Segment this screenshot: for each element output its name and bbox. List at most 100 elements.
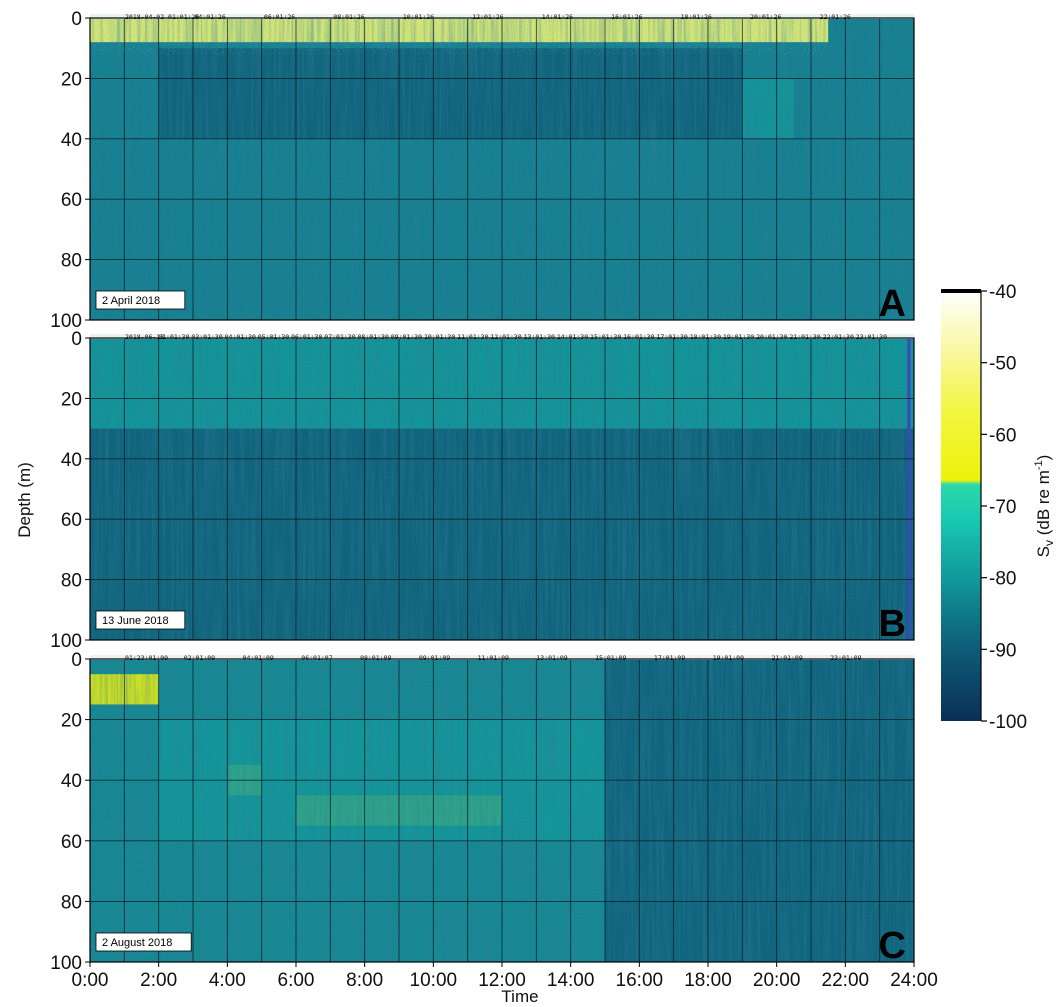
panel-frame <box>89 337 915 641</box>
x-tick-label: 12:00 <box>478 970 526 991</box>
sample-timestamp: 14:01:30 <box>557 333 588 341</box>
x-tick-label: 6:00 <box>278 970 315 991</box>
y-tick-label: 100 <box>50 631 82 652</box>
sample-timestamp: 04:01:30 <box>225 333 256 341</box>
y-tick-label: 80 <box>61 251 82 272</box>
y-tick-label: 20 <box>61 389 82 410</box>
y-tick-label: 40 <box>61 771 82 792</box>
date-label-box <box>95 290 186 310</box>
colorbar-tick-label: -80 <box>989 569 1016 590</box>
sample-timestamp: 15:01:30 <box>590 333 621 341</box>
y-tick-label: 0 <box>71 329 82 350</box>
sample-timestamp: 23:01:30 <box>856 333 887 341</box>
y-tick-label: 40 <box>61 130 82 151</box>
sample-timestamp: 03:01:30 <box>191 333 222 341</box>
sample-timestamp: 08:01:30 <box>358 333 389 341</box>
colorbar-tick-label: -70 <box>989 497 1016 518</box>
colorbar-tick-label: -100 <box>989 712 1027 733</box>
sample-timestamp: 16:01:26 <box>611 13 642 21</box>
panel-B-echogram <box>90 338 914 640</box>
sample-timestamp: 06:01:07 <box>301 654 332 662</box>
date-label-box <box>95 932 192 952</box>
panel-C-echogram <box>90 659 914 962</box>
sample-timestamp: 16:01:30 <box>623 333 654 341</box>
sv-colorbar: Sv (dB re m-1) -40 -50 -60 -70 -80 -90 -100 <box>941 282 1056 733</box>
colorbar-label: Sv (dB re m-1) <box>1033 455 1056 558</box>
panel-letter: A <box>879 283 906 325</box>
colorbar-tick-label: -60 <box>989 425 1016 446</box>
y-axis-label: Depth (m) <box>15 462 34 538</box>
sample-timestamp: 14:01:26 <box>542 13 573 21</box>
sample-timestamp: 01:01:30 <box>158 333 189 341</box>
colorbar-tick-label: -40 <box>989 282 1016 303</box>
sample-timestamp: 05:01:30 <box>258 333 289 341</box>
sample-timestamp: 15:01:09 <box>595 654 626 662</box>
sample-timestamp: 02:01:09 <box>184 654 215 662</box>
x-tick-label: 14:00 <box>547 970 595 991</box>
sample-timestamp: 22:01:26 <box>820 13 851 21</box>
date-label: 2 August 2018 <box>102 937 172 949</box>
sample-timestamp: 10:01:26 <box>403 13 434 21</box>
sample-timestamp: 12:01:26 <box>472 13 503 21</box>
y-tick-label: 40 <box>61 450 82 471</box>
sample-timestamp: 21:01:09 <box>771 654 802 662</box>
colorbar-gradient <box>941 291 981 721</box>
panel-A-echogram <box>90 18 914 320</box>
sample-timestamp: 12:01:30 <box>490 333 521 341</box>
panel-letter: B <box>879 603 906 645</box>
timestamp-strip <box>90 655 914 660</box>
y-tick-label: 20 <box>61 69 82 90</box>
y-tick-label: 80 <box>61 892 82 913</box>
y-tick-label: 60 <box>61 190 82 211</box>
y-tick-label: 100 <box>50 311 82 332</box>
y-tick-label: 0 <box>71 9 82 30</box>
sample-timestamp: 19:01:30 <box>723 333 754 341</box>
x-tick-label: 20:00 <box>753 970 801 991</box>
sample-timestamp: 20:01:26 <box>750 13 781 21</box>
sample-timestamp: 13:01:30 <box>524 333 555 341</box>
sample-timestamp: 07:01:30 <box>324 333 355 341</box>
x-tick-label: 18:00 <box>684 970 732 991</box>
sample-timestamp: 22:01:30 <box>823 333 854 341</box>
sample-timestamp: 18:01:30 <box>690 333 721 341</box>
date-label: 2 April 2018 <box>102 295 160 307</box>
sample-timestamp: 2018-06-13 <box>125 333 164 341</box>
sample-timestamp: 06:01:30 <box>291 333 322 341</box>
y-tick-label: 60 <box>61 510 82 531</box>
x-axis-label: Time <box>501 987 538 1006</box>
sample-timestamp: 23:01:09 <box>830 654 861 662</box>
sample-timestamp: 08:01:26 <box>333 13 364 21</box>
y-tick-label: 80 <box>61 571 82 592</box>
sample-timestamp: 04:01:09 <box>243 654 274 662</box>
panel-C: 01:23:01:09 02:01:09 04:01:09 06:01:07 08:01… <box>50 650 937 991</box>
x-tick-label: 4:00 <box>209 970 246 991</box>
y-tick-label: 60 <box>61 832 82 853</box>
sample-timestamp: 04:01:26 <box>194 13 225 21</box>
colorbar-ticks: -40 -50 -60 -70 -80 -90 -100 <box>981 282 1027 733</box>
y-tick-label: 0 <box>71 650 82 671</box>
y-tick-label: 100 <box>50 953 82 974</box>
sample-timestamp: 10:01:30 <box>424 333 455 341</box>
sample-timestamp: 01:23:01:09 <box>125 654 168 662</box>
sample-timestamp: 11:01:09 <box>478 654 509 662</box>
colorbar-tick-label: -50 <box>989 354 1016 375</box>
y-tick-label: 20 <box>61 711 82 732</box>
x-tick-label: 10:00 <box>410 970 458 991</box>
timestamp-strip <box>90 14 914 19</box>
x-tick-label: 16:00 <box>616 970 664 991</box>
date-label-box <box>95 610 186 630</box>
colorbar-tick-label: -90 <box>989 640 1016 661</box>
surface-noise <box>90 18 829 55</box>
timestamp-strip <box>90 334 914 339</box>
x-tick-label: 0:00 <box>72 970 109 991</box>
date-label: 13 June 2018 <box>102 615 169 627</box>
sample-timestamp: 08:01:09 <box>360 654 391 662</box>
sample-timestamp: 06:01:26 <box>264 13 295 21</box>
sample-timestamp: 17:01:09 <box>654 654 685 662</box>
sample-timestamp: 21:01:30 <box>789 333 820 341</box>
panel-frame <box>89 17 915 321</box>
